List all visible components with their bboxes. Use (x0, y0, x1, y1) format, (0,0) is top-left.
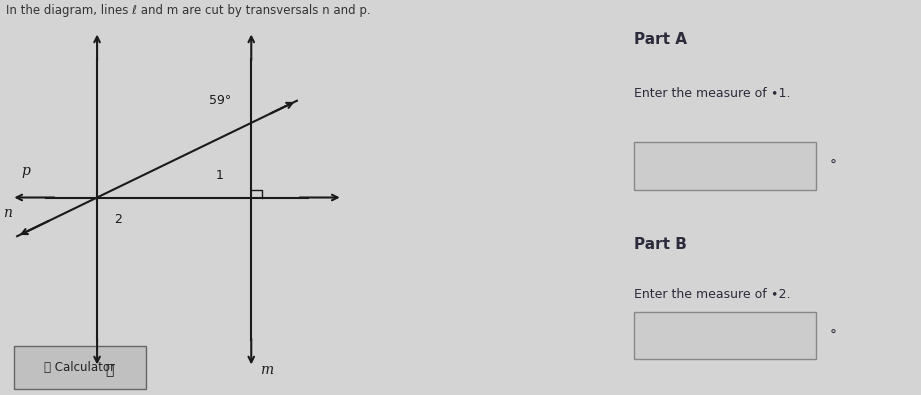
Text: m: m (260, 363, 273, 377)
Text: p: p (21, 164, 30, 178)
Text: 2: 2 (114, 213, 122, 226)
Text: Part B: Part B (634, 237, 687, 252)
Text: 1: 1 (216, 169, 224, 182)
Text: n: n (3, 207, 11, 220)
Bar (634, 142, 816, 190)
Text: Part A: Part A (634, 32, 687, 47)
Text: Enter the measure of ∙1.: Enter the measure of ∙1. (634, 87, 790, 100)
Text: Enter the measure of ∙2.: Enter the measure of ∙2. (634, 288, 790, 301)
Text: °: ° (830, 159, 837, 173)
Text: 🖩 Calculator: 🖩 Calculator (44, 361, 115, 374)
Bar (634, 312, 816, 359)
Text: ℓ: ℓ (106, 363, 114, 377)
Text: In the diagram, lines ℓ and m are cut by transversals n and p.: In the diagram, lines ℓ and m are cut by… (6, 4, 370, 17)
Text: 59°: 59° (209, 94, 231, 107)
FancyBboxPatch shape (14, 346, 146, 389)
Text: °: ° (830, 329, 837, 343)
